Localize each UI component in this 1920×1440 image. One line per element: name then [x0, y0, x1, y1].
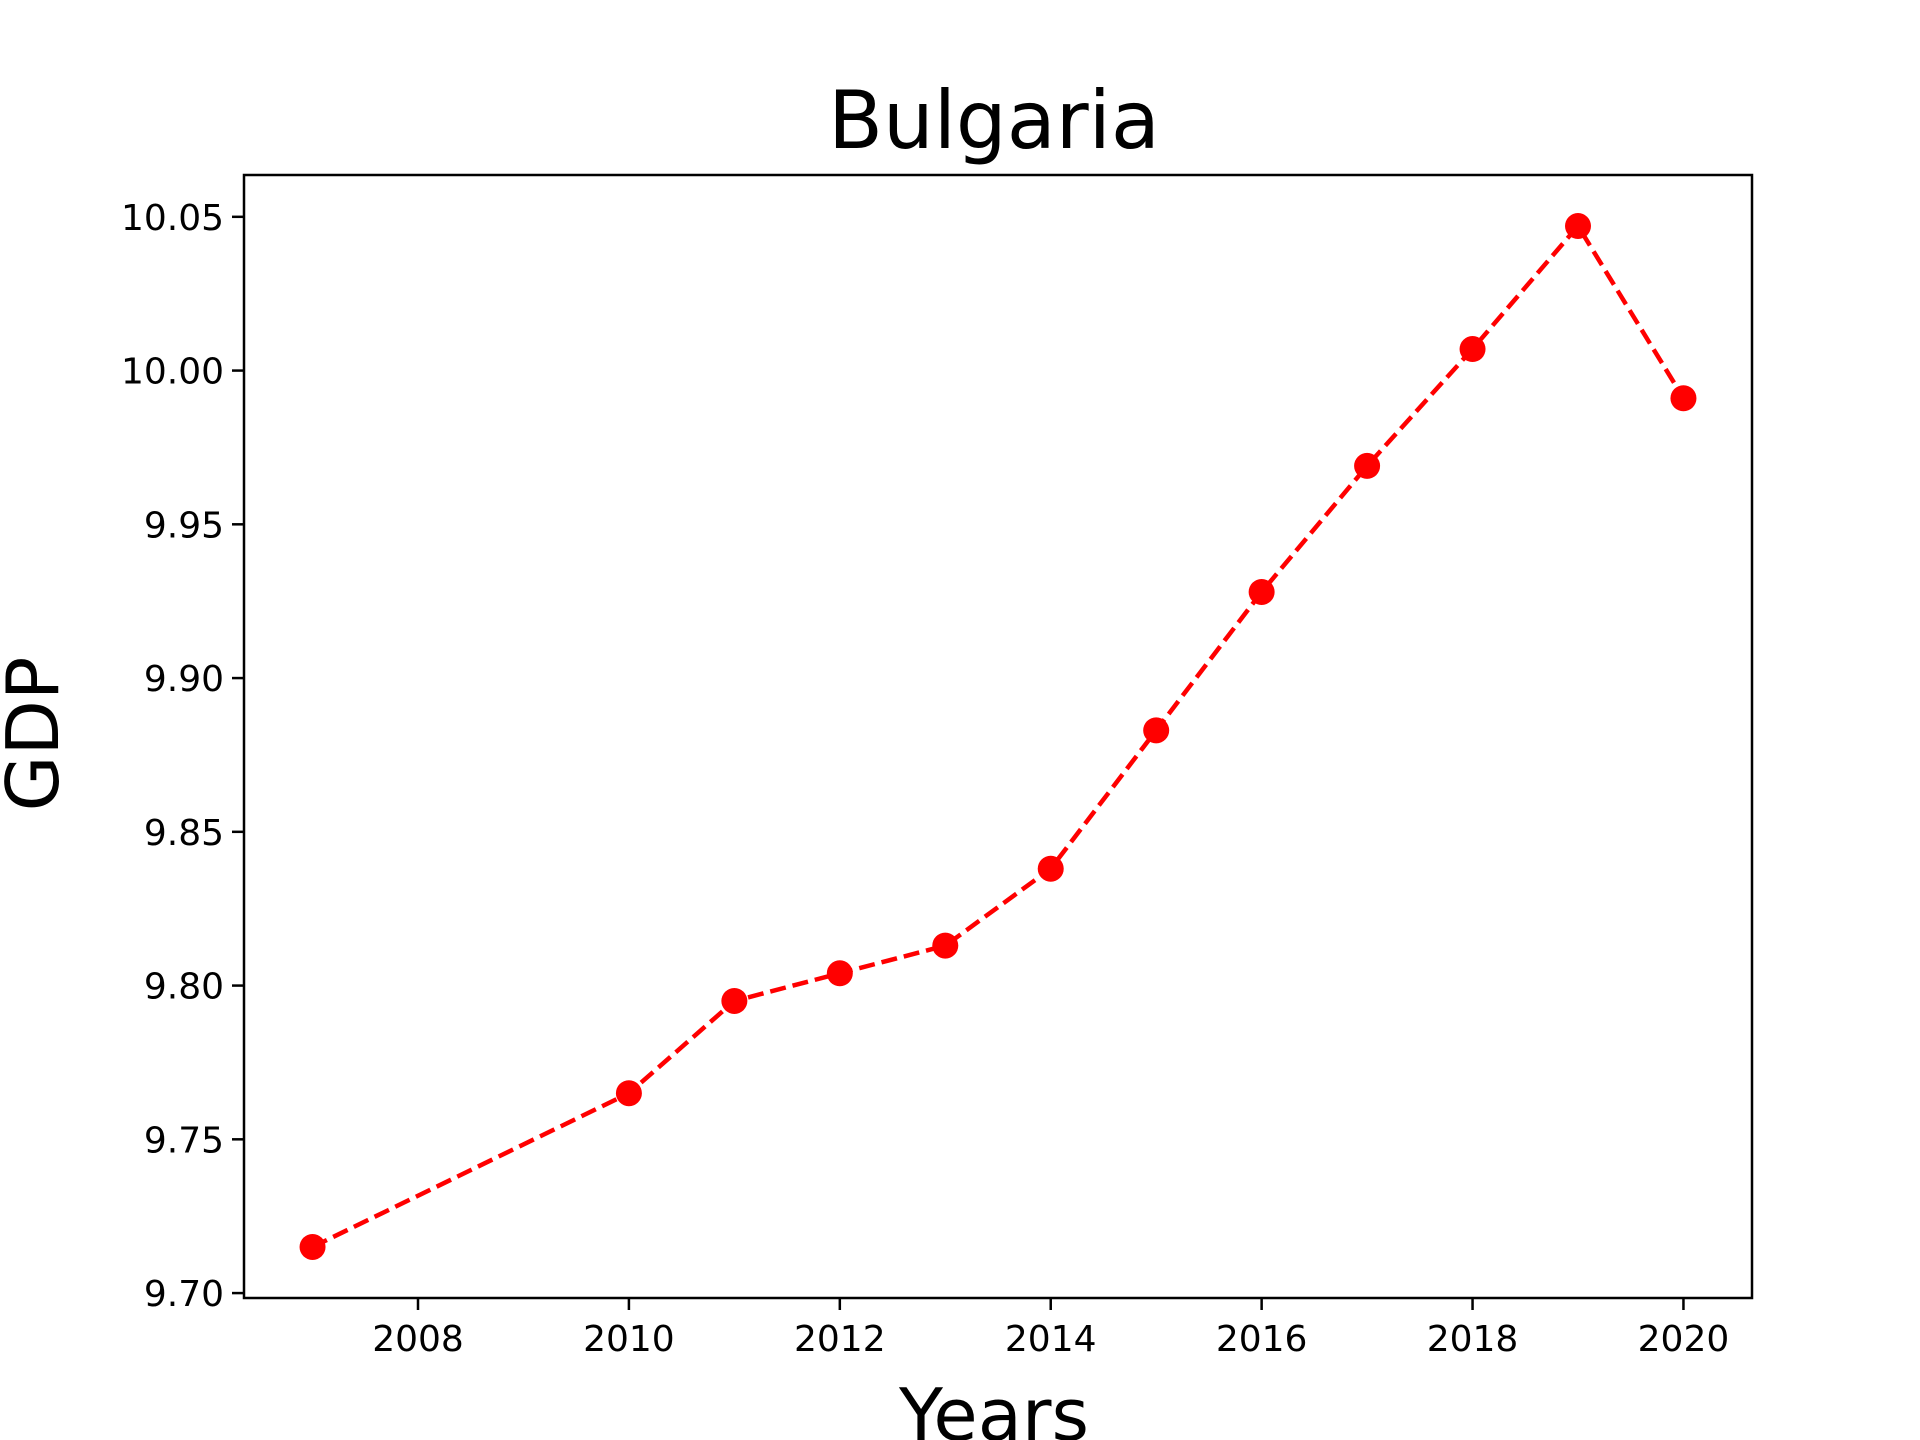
x-tick-label: 2014 — [1005, 1319, 1097, 1360]
data-point — [1459, 336, 1486, 363]
data-point — [1354, 452, 1381, 479]
x-tick-label: 2012 — [794, 1319, 886, 1360]
x-tick-label: 2016 — [1216, 1319, 1308, 1360]
data-point — [1143, 717, 1170, 744]
data-point — [721, 987, 748, 1014]
data-point — [615, 1080, 642, 1107]
axes-frame — [242, 173, 1754, 1300]
x-axis-label: Years — [898, 1373, 1089, 1440]
y-tick-label: 9.85 — [144, 813, 224, 854]
plot-area — [242, 173, 1754, 1300]
x-axis-ticks: 2008 2010 2012 2014 2016 2018 2020 — [372, 1298, 1729, 1360]
x-tick-label: 2010 — [583, 1319, 675, 1360]
data-point — [932, 932, 959, 959]
y-tick-label: 9.80 — [144, 967, 224, 1008]
y-tick-label: 10.00 — [121, 352, 224, 393]
y-tick-label: 9.70 — [144, 1274, 224, 1315]
chart-title: Bulgaria — [828, 74, 1160, 167]
y-axis-ticks: 9.70 9.75 9.80 9.85 9.90 9.95 10.00 10.05 — [121, 198, 244, 1315]
data-point — [1670, 385, 1697, 412]
y-tick-label: 10.05 — [121, 198, 224, 239]
series-line — [311, 223, 1686, 1250]
data-point — [299, 1233, 326, 1260]
y-tick-label: 9.75 — [144, 1120, 224, 1161]
x-tick-label: 2008 — [372, 1319, 464, 1360]
data-point — [826, 960, 853, 987]
data-point — [1248, 578, 1275, 605]
y-tick-label: 9.95 — [144, 505, 224, 546]
y-tick-label: 9.90 — [144, 659, 224, 700]
data-point — [1565, 213, 1591, 240]
y-axis-label: GDP — [0, 657, 75, 812]
x-tick-label: 2020 — [1638, 1319, 1730, 1360]
data-point — [1037, 855, 1064, 882]
x-tick-label: 2018 — [1427, 1319, 1519, 1360]
